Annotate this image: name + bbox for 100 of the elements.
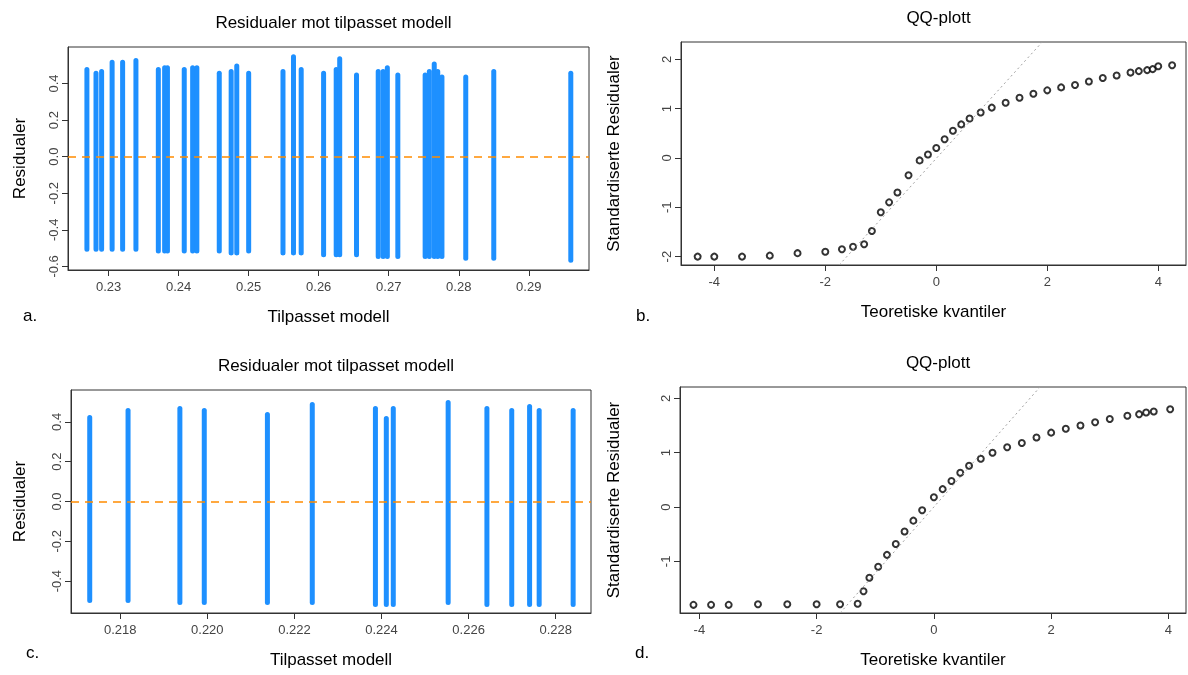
point [882,550,891,559]
x-tick-label: -4 [693,622,706,637]
x-tick-label: -2 [810,622,823,637]
bar [87,414,93,604]
bar [201,407,207,606]
point [1043,86,1052,95]
bar [354,72,360,258]
point [988,448,997,457]
y-tick-label: 0 [659,154,674,162]
x-tick-label: 0.226 [452,622,485,637]
y-axis-title: Standardiserte Residualer [604,54,623,252]
x-tick-label: 0.29 [516,279,542,294]
bar [177,405,183,606]
bar [395,72,401,260]
y-tick-label: 1 [659,104,674,113]
bar [280,68,286,256]
x-tick-label: 0.25 [236,279,262,294]
bar [463,74,469,261]
bar [216,70,222,254]
point [918,506,927,515]
y-tick-label: -1 [658,555,673,568]
chart-title: Residualer mot tilpasset modell [215,13,452,32]
y-tick-label: 0.4 [46,74,61,93]
point [1071,80,1080,89]
point [853,599,862,608]
point [859,587,868,596]
point [976,454,985,463]
x-axis-title: Tilpasset modell [269,650,393,669]
bar [109,59,115,252]
point [1029,89,1038,98]
y-tick-label: -0.4 [46,218,61,241]
y-tick-label: 0 [658,503,673,511]
point [707,600,716,609]
bar [120,59,126,252]
bar [375,68,381,260]
bar [491,68,497,261]
x-tick-label: 0.224 [365,622,398,637]
text: b. [636,306,651,325]
y-axis-title: Residualer [10,117,29,200]
point [929,493,938,502]
point [724,600,733,609]
point [915,156,924,165]
point [710,252,719,261]
point [891,540,900,548]
bar [568,70,574,263]
y-tick-label: -0.6 [46,255,61,278]
x-tick-label: 0.222 [278,622,311,637]
point [956,468,965,477]
point [932,144,941,153]
x-tick-label: 2 [1043,274,1051,289]
point [1143,66,1152,75]
point [738,252,747,261]
point [1057,83,1066,92]
bar [246,70,252,254]
bar [125,407,131,604]
x-tick-label: 0.26 [306,279,332,294]
y-tick-label: 1 [658,449,673,457]
x-axis-title: Teoretiske kvantiler [860,650,1007,669]
point [1047,428,1056,437]
point [1032,433,1041,442]
bar [133,57,139,252]
point [1148,65,1157,74]
bar [390,405,396,608]
point [923,150,932,159]
point [957,120,966,129]
point [1015,93,1024,102]
bar [509,407,515,608]
y-tick-label: -2 [659,250,674,263]
x-tick-label: 0.220 [191,622,224,637]
point [940,135,949,144]
x-axis-title: Teoretiske kvantiler [860,302,1007,321]
y-tick-label: -0.4 [49,569,64,593]
point [1134,67,1143,76]
text: a. [23,306,38,325]
point [821,247,830,256]
point [765,251,774,260]
chart-title: QQ-plott [906,8,971,27]
point [1084,77,1093,86]
x-tick-label: 0.27 [376,279,402,294]
point [1166,405,1175,414]
x-tick-label: -4 [708,274,721,289]
point [1123,411,1132,420]
x-tick-label: 0.24 [165,279,192,294]
text: d. [635,643,650,662]
point [885,198,894,207]
bar [181,67,187,254]
x-tick-label: 4 [1164,622,1173,637]
point [1112,71,1121,80]
bar [337,56,343,258]
x-tick-label: 0.218 [103,622,137,637]
point [987,103,996,112]
point [1135,410,1144,419]
y-tick-label: 0.4 [49,412,64,431]
x-tick-label: 4 [1154,274,1162,289]
y-tick-label: 0.2 [49,452,64,471]
bar [264,411,270,606]
y-axis-title: Standardiserte Residualer [604,401,623,599]
bar [298,67,304,256]
point [909,516,918,525]
point [900,527,909,536]
